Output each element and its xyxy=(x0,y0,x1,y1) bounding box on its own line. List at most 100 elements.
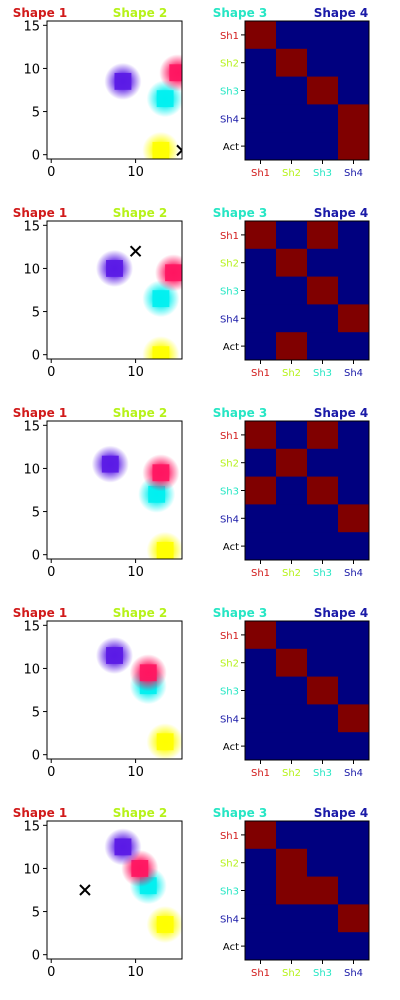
matrix-cell-2-2 xyxy=(307,676,339,705)
shape-label-3: Shape 3 xyxy=(213,406,268,420)
matrix-cell-3-3 xyxy=(338,904,370,933)
y-tick-label-1: 5 xyxy=(32,506,40,521)
x-tick-label-0: 0 xyxy=(47,565,55,580)
y-tick-label-1: 5 xyxy=(32,106,40,121)
matrix-cell-2-1 xyxy=(276,276,308,305)
matrix-cell-0-3 xyxy=(338,21,370,50)
matrix-row-label-1: Sh2 xyxy=(220,859,239,870)
shape-blob-core-1 xyxy=(152,346,170,359)
matrix-cell-0-3 xyxy=(338,221,370,250)
matrix-cell-1-0 xyxy=(245,48,277,78)
matrix-cell-0-1 xyxy=(276,821,308,850)
matrix-col-label-2: Sh3 xyxy=(313,368,332,379)
matrix-row-label-1: Sh2 xyxy=(220,659,239,670)
panel-row-5: Shape 1 Shape 2 Shape 3 Shape 4 0 10 0 5 10 15 Sh1… xyxy=(13,806,370,980)
shape-label-1: Shape 1 xyxy=(13,606,68,620)
matrix-cell-1-0 xyxy=(245,248,277,278)
matrix-row-label-2: Sh3 xyxy=(220,687,239,698)
shape-blob-core-3 xyxy=(131,860,149,877)
matrix-cell-4-2 xyxy=(307,132,339,161)
shape-label-2: Shape 2 xyxy=(113,606,168,620)
matrix-row-label-2: Sh3 xyxy=(220,487,239,498)
matrix-cell-1-0 xyxy=(245,448,277,478)
matrix-cell-1-3 xyxy=(338,248,370,278)
shape-blob-core-3 xyxy=(169,64,182,82)
matrix-cell-0-2 xyxy=(307,421,339,450)
matrix-cell-3-3 xyxy=(338,704,370,733)
shape-blob-core-4 xyxy=(106,260,123,277)
matrix-cell-0-2 xyxy=(307,621,339,650)
matrix-row-label-2: Sh3 xyxy=(220,287,239,298)
x-tick-label-1: 10 xyxy=(127,765,144,780)
blob-layer xyxy=(91,445,182,559)
shape-blob-core-3 xyxy=(165,264,182,282)
matrix-cell-3-1 xyxy=(276,504,308,533)
matrix-row-label-4: Act xyxy=(223,142,239,153)
shape-label-2: Shape 2 xyxy=(113,6,168,20)
y-tick-label-0: 0 xyxy=(32,749,40,764)
matrix-row-label-4: Act xyxy=(223,942,239,953)
shape-label-2: Shape 2 xyxy=(113,806,168,820)
matrix-col-label-3: Sh4 xyxy=(344,568,363,579)
matrix-cell-2-1 xyxy=(276,676,308,705)
matrix-cell-1-1 xyxy=(276,448,308,478)
shape-label-3: Shape 3 xyxy=(213,806,268,820)
shape-label-1: Shape 1 xyxy=(13,6,68,20)
matrix-cell-1-1 xyxy=(276,248,308,278)
matrix-col-label-3: Sh4 xyxy=(344,368,363,379)
matrix-cell-1-1 xyxy=(276,48,308,78)
matrix-row-label-1: Sh2 xyxy=(220,259,239,270)
matrix-cell-2-2 xyxy=(307,276,339,305)
matrix-cell-4-3 xyxy=(338,132,370,161)
matrix-row-label-2: Sh3 xyxy=(220,887,239,898)
matrix-cell-2-1 xyxy=(276,476,308,505)
matrix-row-label-4: Act xyxy=(223,742,239,753)
marker-stroke-b xyxy=(129,245,142,257)
matrix-cell-1-2 xyxy=(307,848,339,878)
matrix-cell-2-2 xyxy=(307,476,339,505)
matrix-cell-3-2 xyxy=(307,704,339,733)
panel-row-1: Shape 1 Shape 2 Shape 3 Shape 4 0 10 0 5 10 15 Sh1… xyxy=(13,6,370,180)
matrix-cell-4-2 xyxy=(307,332,339,361)
image-frame xyxy=(46,620,183,760)
matrix-cell-2-3 xyxy=(338,876,370,905)
matrix-cell-4-1 xyxy=(276,532,308,561)
matrix-cell-3-0 xyxy=(245,304,277,333)
matrix-cell-4-2 xyxy=(307,532,339,561)
y-tick-label-2: 10 xyxy=(23,862,40,877)
matrix-cell-3-2 xyxy=(307,904,339,933)
matrix-cell-4-0 xyxy=(245,332,277,361)
y-tick-label-0: 0 xyxy=(32,349,40,364)
marker-stroke-a xyxy=(176,144,182,152)
shape-label-3: Shape 3 xyxy=(213,606,268,620)
matrix-cell-1-0 xyxy=(245,848,277,878)
matrix-cell-0-2 xyxy=(307,821,339,850)
shape-blob-core-3 xyxy=(152,464,170,482)
matrix-cell-4-3 xyxy=(338,932,370,961)
matrix-row-label-4: Act xyxy=(223,542,239,553)
matrix-cell-2-3 xyxy=(338,276,370,305)
image-frame xyxy=(46,820,183,960)
matrix-cell-1-2 xyxy=(307,248,339,278)
shape-label-3: Shape 3 xyxy=(213,6,268,20)
matrix-row-label-3: Sh4 xyxy=(220,714,239,725)
y-tick-label-2: 10 xyxy=(23,662,40,677)
y-tick-label-3: 15 xyxy=(23,619,40,634)
shape-blob-core-4 xyxy=(101,455,119,473)
matrix-col-label-0: Sh1 xyxy=(251,968,270,979)
matrix-col-label-2: Sh3 xyxy=(313,168,332,179)
matrix-cell-3-3 xyxy=(338,304,370,333)
matrix-cell-2-2 xyxy=(307,876,339,905)
matrix-row-label-0: Sh1 xyxy=(220,631,239,642)
matrix-col-label-2: Sh3 xyxy=(313,568,332,579)
matrix-col-label-1: Sh2 xyxy=(282,168,301,179)
marker-stroke-b xyxy=(79,884,91,896)
matrix-cell-3-2 xyxy=(307,104,339,133)
matrix-cell-3-3 xyxy=(338,504,370,533)
y-tick-label-3: 15 xyxy=(23,819,40,834)
matrix-cell-1-1 xyxy=(276,848,308,878)
matrix-col-label-2: Sh3 xyxy=(313,768,332,779)
matrix-cell-4-2 xyxy=(307,732,339,761)
shape-label-4: Shape 4 xyxy=(314,6,369,20)
shape-blob-core-2 xyxy=(152,290,170,308)
